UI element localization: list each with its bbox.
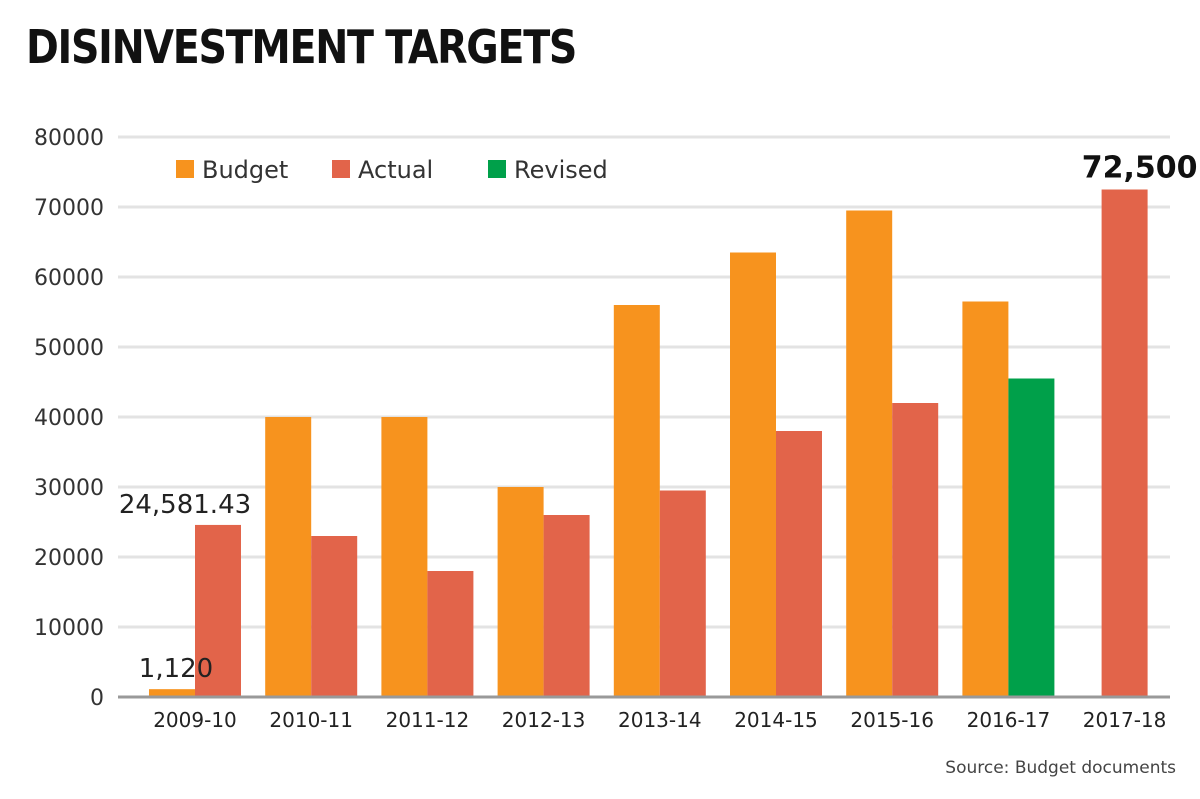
legend: Budget Actual Revised (176, 156, 608, 184)
x-tick-label: 2017-18 (1083, 708, 1167, 732)
legend-label-budget: Budget (202, 156, 288, 184)
bar-budget-2014-15 (730, 252, 776, 697)
x-tick-label: 2010-11 (269, 708, 353, 732)
y-tick-label: 60000 (34, 266, 104, 291)
data-label: 72,500 (1082, 151, 1198, 186)
x-tick-label: 2015-16 (850, 708, 934, 732)
bar-actual-2010-11 (311, 536, 358, 697)
bar-actual-2014-15 (776, 431, 822, 697)
legend-label-revised: Revised (514, 156, 608, 184)
legend-swatch-budget (176, 160, 194, 178)
bar-budget-2011-12 (381, 417, 428, 697)
x-tick-label: 2012-13 (502, 708, 586, 732)
bar-budget-2012-13 (497, 487, 544, 697)
bar-actual-2015-16 (892, 403, 939, 697)
y-tick-label: 20000 (34, 546, 104, 571)
y-tick-label: 50000 (34, 336, 104, 361)
y-tick-label: 70000 (34, 196, 104, 221)
bar-budget-2013-14 (613, 305, 660, 697)
y-tick-label: 80000 (34, 126, 104, 151)
bar-budget-2010-11 (265, 417, 312, 697)
y-axis-ticks: 0 10000 20000 30000 40000 50000 60000 70000 8000… (34, 126, 104, 711)
x-tick-label: 2013-14 (618, 708, 702, 732)
x-tick-label: 2009-10 (153, 708, 237, 732)
x-tick-label: 2014-15 (734, 708, 818, 732)
y-tick-label: 10000 (34, 616, 104, 641)
legend-swatch-actual (332, 160, 350, 178)
bar-actual-2013-14 (659, 490, 706, 697)
bar-budget-2015-16 (846, 210, 893, 697)
bar-revised-2016-17 (1008, 378, 1055, 697)
bar-actual-2012-13 (543, 515, 590, 697)
y-tick-label: 40000 (34, 406, 104, 431)
bar-actual-2011-12 (427, 571, 474, 697)
legend-label-actual: Actual (358, 156, 433, 184)
bar-actual-2017-18 (1101, 189, 1148, 697)
source-note: Source: Budget documents (945, 758, 1176, 778)
data-label: 24,581.43 (119, 490, 251, 520)
x-tick-label: 2011-12 (386, 708, 470, 732)
bar-budget-2016-17 (962, 301, 1009, 697)
x-tick-label: 2016-17 (967, 708, 1051, 732)
bar-actual-2009-10 (195, 524, 241, 697)
legend-swatch-revised (488, 160, 506, 178)
y-tick-label: 30000 (34, 476, 104, 501)
chart-title: DISINVESTMENT TARGETS (26, 20, 577, 74)
data-label: 1,120 (139, 654, 213, 684)
x-axis: 2009-10 2010-11 2011-12 2012-13 2013-14 2014-… (118, 695, 1170, 732)
y-tick-label: 0 (90, 686, 104, 711)
bars (149, 189, 1148, 697)
data-labels: 1,120 24,581.43 72,500 (119, 151, 1198, 685)
bar-budget-2009-10 (149, 689, 195, 697)
